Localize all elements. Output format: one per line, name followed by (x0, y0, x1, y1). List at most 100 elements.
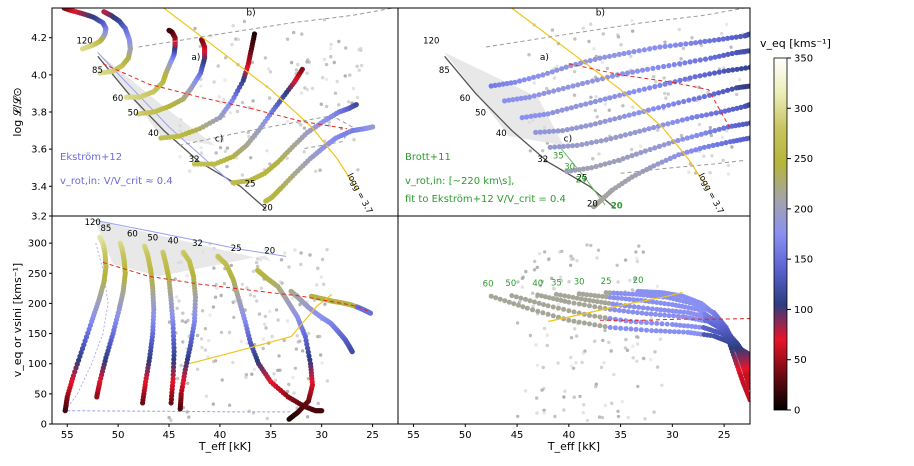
track-point (618, 325, 624, 331)
star-point (520, 285, 524, 289)
track-point (581, 302, 587, 308)
track-point (648, 311, 654, 317)
star-point (610, 401, 614, 405)
track-point (697, 73, 703, 79)
track-point (590, 298, 596, 304)
track-point (645, 107, 652, 113)
star-point (601, 338, 605, 343)
track-point (628, 319, 634, 324)
star-point (643, 417, 647, 421)
track-point (647, 146, 653, 153)
star-point (280, 281, 284, 285)
track-point (634, 297, 640, 303)
track-point (171, 349, 177, 355)
star-point (639, 144, 643, 148)
track-point (629, 69, 636, 75)
track-40 (177, 249, 199, 412)
track-point (541, 90, 547, 96)
star-point (296, 62, 300, 67)
star-point (634, 250, 638, 254)
brott-label: Brott+11 (405, 152, 451, 163)
track-point (566, 308, 572, 314)
star-point (532, 268, 537, 272)
star-point (595, 115, 599, 119)
logg-label: logg = 3.7 (696, 172, 726, 216)
star-point (655, 365, 660, 369)
star-point (239, 339, 243, 344)
mass-label: 32 (192, 239, 203, 249)
track-point (554, 297, 560, 302)
star-point (293, 366, 298, 370)
track-point (685, 323, 691, 329)
star-point (553, 414, 557, 419)
track-point (589, 140, 595, 146)
star-point (599, 365, 604, 370)
star-point (630, 288, 635, 292)
track-point (683, 41, 689, 47)
track-25 (255, 267, 316, 422)
track-point (560, 85, 566, 92)
track-point (568, 168, 574, 174)
star-point (545, 333, 549, 337)
track-point (581, 320, 587, 326)
star-point (268, 309, 272, 314)
track-point (649, 293, 655, 299)
star-point (181, 340, 185, 344)
star-point (322, 282, 326, 286)
track-point (675, 137, 681, 144)
track-point (650, 299, 656, 305)
mass-label: 60 (127, 229, 138, 239)
track-point (631, 304, 637, 310)
track-point (576, 167, 582, 173)
track-point (644, 327, 649, 333)
star-point (556, 302, 560, 307)
xtick-label: 30 (315, 430, 328, 441)
track-point (615, 295, 621, 301)
track-point (671, 62, 677, 68)
track-point (652, 45, 658, 51)
star-point (720, 135, 725, 140)
star-point (252, 367, 256, 372)
mass-label: 120 (76, 36, 92, 46)
star-point (323, 302, 327, 306)
star-point (636, 384, 640, 389)
track-point (653, 293, 658, 299)
track-point (747, 48, 750, 54)
track-point (302, 334, 308, 340)
track-point (652, 145, 658, 151)
track-point (662, 328, 668, 334)
star-point (735, 92, 739, 97)
star-point (234, 37, 238, 41)
star-point (217, 95, 221, 99)
track-point (566, 294, 572, 300)
track-point (725, 35, 731, 41)
star-point (266, 67, 271, 71)
track-point (568, 105, 575, 111)
mass-label: 40 (168, 237, 179, 247)
track-point (738, 66, 745, 72)
track-point (596, 293, 602, 299)
star-point (276, 318, 280, 322)
track-point (559, 107, 565, 113)
track-point (527, 298, 533, 304)
star-point (287, 265, 291, 269)
track-point (541, 111, 547, 118)
star-point (181, 311, 185, 315)
track-point (688, 40, 694, 46)
star-point (298, 302, 302, 307)
star-point (208, 313, 212, 317)
star-point (212, 80, 216, 84)
track-point (693, 147, 699, 153)
track-point (747, 83, 750, 89)
star-point (299, 91, 304, 95)
track-point (518, 95, 524, 101)
track-point (589, 165, 595, 171)
star-point (641, 250, 645, 254)
track-point (504, 80, 510, 87)
star-point (721, 158, 725, 163)
track-point (721, 52, 727, 59)
star-point (277, 354, 281, 358)
star-point (605, 66, 610, 71)
star-point (621, 104, 625, 108)
